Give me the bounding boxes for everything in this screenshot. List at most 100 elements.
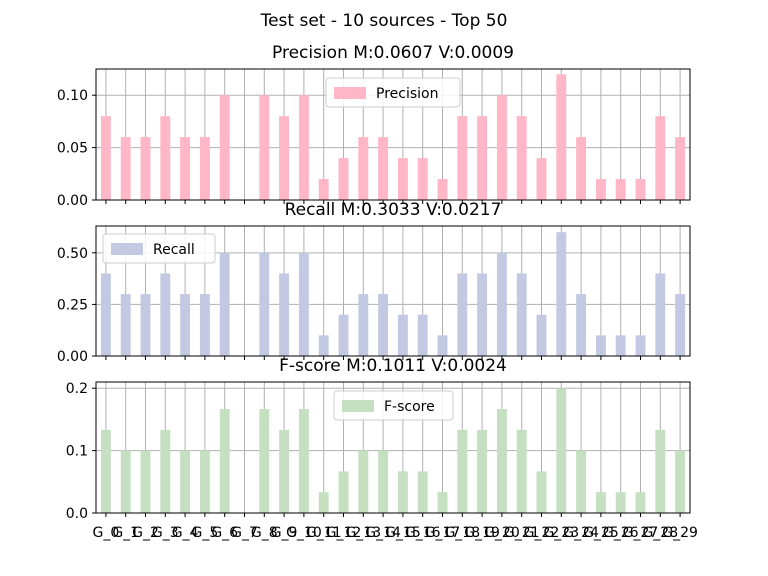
- bar-G_4: [180, 137, 191, 200]
- bar-G_24: [576, 294, 587, 356]
- bar-G_17: [437, 179, 448, 200]
- bar-G_13: [358, 294, 369, 356]
- x-tick-label: G_12: [326, 525, 362, 541]
- bar-G_21: [516, 116, 527, 200]
- bar-G_29: [675, 294, 686, 356]
- x-tick-label: G_19: [464, 525, 500, 541]
- bar-G_12: [338, 314, 349, 356]
- x-tick-label: G_17: [425, 525, 461, 541]
- x-tick-label: G_5: [192, 525, 219, 541]
- y-tick-label: 0.0: [66, 506, 88, 522]
- bar-G_26: [615, 179, 626, 200]
- x-tick-label: G_29: [662, 525, 698, 541]
- bar-G_21: [516, 429, 527, 513]
- bar-G_8: [259, 409, 270, 513]
- bar-G_5: [199, 137, 210, 200]
- legend-box: [102, 233, 216, 264]
- bar-G_11: [318, 492, 329, 513]
- y-tick-label: 0.50: [57, 246, 88, 262]
- bar-G_14: [378, 450, 389, 513]
- bar-G_11: [318, 335, 329, 356]
- bar-G_6: [219, 252, 230, 356]
- bar-G_12: [338, 158, 349, 200]
- bar-G_1: [120, 450, 131, 513]
- bar-G_22: [536, 471, 547, 513]
- bar-G_20: [496, 95, 507, 200]
- y-tick-label: 0.25: [57, 297, 88, 313]
- legend-swatch: [111, 243, 143, 255]
- bar-G_28: [655, 429, 666, 513]
- bar-G_9: [279, 429, 290, 513]
- bar-G_13: [358, 450, 369, 513]
- bar-G_8: [259, 95, 270, 200]
- legend-label: Precision: [376, 86, 438, 102]
- bar-G_1: [120, 137, 131, 200]
- x-tick-label: G_13: [345, 525, 381, 541]
- x-tick-label: G_8: [251, 525, 278, 541]
- bar-G_27: [635, 335, 646, 356]
- y-tick-label: 0.00: [57, 193, 88, 209]
- bar-G_2: [140, 294, 151, 356]
- bar-G_19: [477, 116, 488, 200]
- x-tick-label: G_1: [112, 525, 139, 541]
- bar-G_1: [120, 294, 131, 356]
- bar-G_0: [100, 116, 111, 200]
- bar-G_3: [160, 429, 171, 513]
- precision-title: Precision M:0.0607 V:0.0009: [272, 43, 514, 63]
- bar-G_5: [199, 450, 210, 513]
- legend-box: [333, 390, 454, 421]
- bar-G_2: [140, 137, 151, 200]
- bar-G_18: [457, 116, 468, 200]
- x-tick-label: G_21: [504, 525, 540, 541]
- bar-G_17: [437, 492, 448, 513]
- bar-G_10: [298, 252, 309, 356]
- bar-G_18: [457, 273, 468, 356]
- bar-G_22: [536, 314, 547, 356]
- bar-G_28: [655, 273, 666, 356]
- bar-G_3: [160, 273, 171, 356]
- y-tick-label: 0.05: [57, 141, 88, 157]
- x-tick-label: G_6: [211, 525, 238, 541]
- bar-G_20: [496, 252, 507, 356]
- bar-G_23: [556, 388, 567, 513]
- y-tick-label: 0.10: [57, 88, 88, 104]
- bar-G_20: [496, 409, 507, 513]
- y-tick-label: 0.1: [66, 444, 88, 460]
- bar-G_16: [417, 158, 428, 200]
- bar-G_4: [180, 450, 191, 513]
- legend-swatch: [342, 400, 374, 412]
- x-tick-label: G_27: [623, 525, 659, 541]
- axes-frame: [95, 381, 691, 514]
- fscore-panel: F-score M:0.1011 V:0.0024 0.0 0.1 0.2 F-sco…: [66, 356, 691, 522]
- x-tick-label: G_4: [172, 525, 199, 541]
- bar-G_23: [556, 74, 567, 200]
- axes-frame: [95, 225, 691, 357]
- bar-G_27: [635, 492, 646, 513]
- bar-G_15: [397, 158, 408, 200]
- bar-G_14: [378, 137, 389, 200]
- bar-G_21: [516, 273, 527, 356]
- bar-G_29: [675, 450, 686, 513]
- x-tick-label: G_22: [524, 525, 560, 541]
- bar-G_0: [100, 273, 111, 356]
- recall-panel: Recall M:0.3033 V:0.0217 0.00 0.25 0.50 Rec…: [57, 200, 691, 365]
- x-tick-label: G_2: [132, 525, 159, 541]
- x-tick-label: G_15: [385, 525, 421, 541]
- legend-label: Recall: [153, 242, 195, 258]
- bar-G_6: [219, 409, 230, 513]
- bar-G_12: [338, 471, 349, 513]
- legend-label: F-score: [384, 399, 435, 415]
- x-tick-label: G_11: [306, 525, 342, 541]
- bar-G_25: [595, 179, 606, 200]
- bar-G_8: [259, 252, 270, 356]
- fscore-title: F-score M:0.1011 V:0.0024: [279, 356, 507, 376]
- x-tick-label: G_25: [583, 525, 619, 541]
- bar-G_25: [595, 335, 606, 356]
- bar-G_3: [160, 116, 171, 200]
- bar-G_9: [279, 116, 290, 200]
- bar-G_15: [397, 314, 408, 356]
- x-tick-label: G_23: [543, 525, 579, 541]
- bar-G_9: [279, 273, 290, 356]
- bar-G_19: [477, 429, 488, 513]
